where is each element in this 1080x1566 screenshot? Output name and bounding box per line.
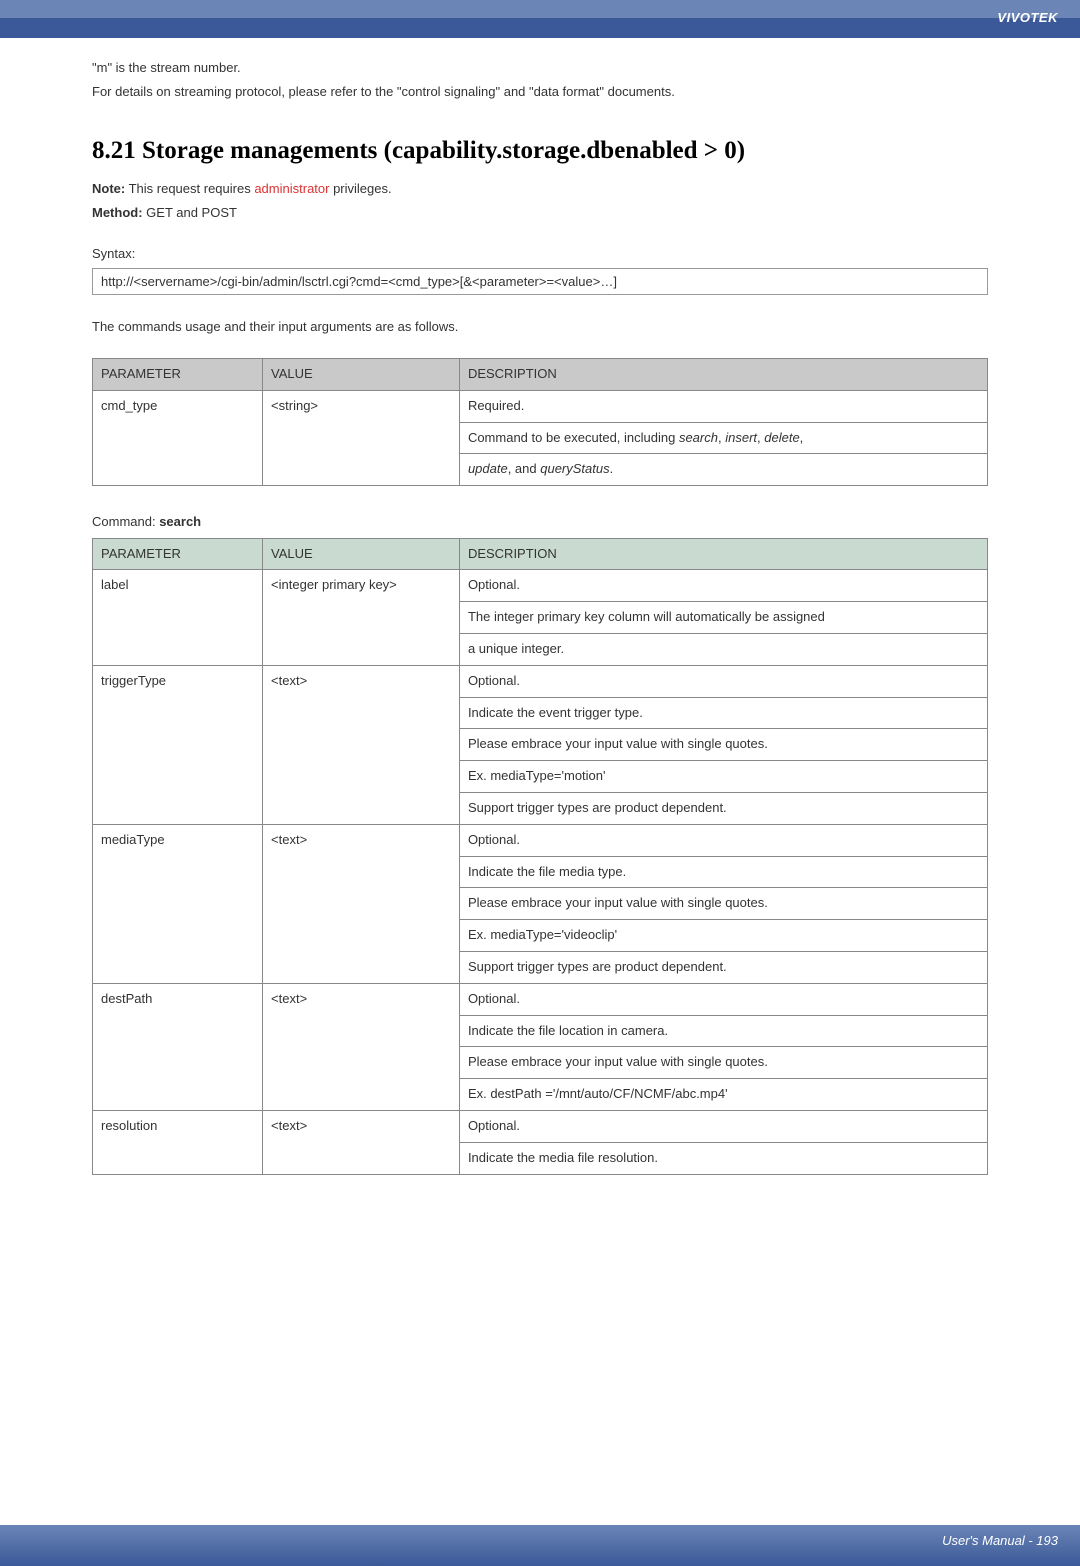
table-cell-param: destPath [93,983,263,1110]
table-cell-desc: Please embrace your input value with sin… [459,729,987,761]
table-cell-desc: a unique integer. [459,634,987,666]
header-band: VIVOTEK [0,0,1080,38]
note-line: Note: This request requires administrato… [92,179,988,199]
t1-r1c3b-i3: delete [764,430,799,445]
param-table-cmd: PARAMETER VALUE DESCRIPTION cmd_type <st… [92,358,988,486]
table-cell-value: <text> [263,983,460,1110]
intro-line-2: For details on streaming protocol, pleas… [92,82,988,102]
table-cell-desc: Support trigger types are product depend… [459,952,987,984]
command-name: search [159,514,201,529]
t1-r1c1: cmd_type [93,390,263,485]
t1-h1: PARAMETER [93,359,263,391]
command-label: Command: search [92,512,988,532]
table-cell-value: <integer primary key> [263,570,460,665]
table-cell-param: mediaType [93,824,263,983]
footer-text: User's Manual - 193 [0,1525,1080,1566]
t1-h2: VALUE [263,359,460,391]
t1-r1c3a: Required. [459,390,987,422]
table-cell-desc: Optional. [459,983,987,1015]
table-cell-desc: Ex. destPath ='/mnt/auto/CF/NCMF/abc.mp4… [459,1079,987,1111]
table-cell-value: <text> [263,1111,460,1175]
command-prefix: Command: [92,514,159,529]
intro-line-1: "m" is the stream number. [92,58,988,78]
table-cell-desc: Indicate the file media type. [459,856,987,888]
table-cell-value: <text> [263,824,460,983]
note-admin: administrator [254,181,329,196]
note-text-after: privileges. [329,181,391,196]
table-cell-desc: Indicate the media file resolution. [459,1142,987,1174]
table-cell-desc: Optional. [459,824,987,856]
note-prefix: Note: [92,181,125,196]
note-text-before: This request requires [125,181,254,196]
syntax-label: Syntax: [92,244,988,264]
table-cell-desc: Please embrace your input value with sin… [459,888,987,920]
table-cell-param: label [93,570,263,665]
t1-r1c2: <string> [263,390,460,485]
t1-r1c3b-pre: Command to be executed, including [468,430,679,445]
t2-h2: VALUE [263,538,460,570]
table-cell-desc: Indicate the file location in camera. [459,1015,987,1047]
table-cell-desc: Optional. [459,1111,987,1143]
table-cell-desc: Indicate the event trigger type. [459,697,987,729]
table-cell-desc: Optional. [459,665,987,697]
t1-r1c3b-i1: search [679,430,718,445]
table-cell-desc: The integer primary key column will auto… [459,602,987,634]
t1-r1c3c-s2: . [610,461,614,476]
t1-r1c3b-i2: insert [725,430,757,445]
t1-h3: DESCRIPTION [459,359,987,391]
method-prefix: Method: [92,205,143,220]
footer-band: User's Manual - 193 [0,1525,1080,1566]
t2-h3: DESCRIPTION [459,538,987,570]
t2-h1: PARAMETER [93,538,263,570]
param-table-search: PARAMETER VALUE DESCRIPTION label<intege… [92,538,988,1175]
t1-r1c3c: update, and queryStatus. [459,454,987,486]
method-line: Method: GET and POST [92,203,988,223]
page-content: "m" is the stream number. For details on… [0,38,1080,1205]
section-heading: 8.21 Storage managements (capability.sto… [92,137,988,165]
t1-r1c3b-s3: , [800,430,804,445]
table-cell-desc: Please embrace your input value with sin… [459,1047,987,1079]
table-cell-value: <text> [263,665,460,824]
t1-r1c3c-s1: , and [508,461,541,476]
table-cell-param: resolution [93,1111,263,1175]
t1-r1c3c-i1: update [468,461,508,476]
brand-label: VIVOTEK [997,10,1058,25]
usage-text: The commands usage and their input argum… [92,317,988,337]
table-cell-desc: Support trigger types are product depend… [459,793,987,825]
table-cell-desc: Ex. mediaType='videoclip' [459,920,987,952]
table-cell-desc: Ex. mediaType='motion' [459,761,987,793]
t1-r1c3b: Command to be executed, including search… [459,422,987,454]
method-text: GET and POST [143,205,237,220]
t1-r1c3c-i2: queryStatus [540,461,609,476]
table-cell-desc: Optional. [459,570,987,602]
syntax-box: http://<servername>/cgi-bin/admin/lsctrl… [92,268,988,295]
table-cell-param: triggerType [93,665,263,824]
